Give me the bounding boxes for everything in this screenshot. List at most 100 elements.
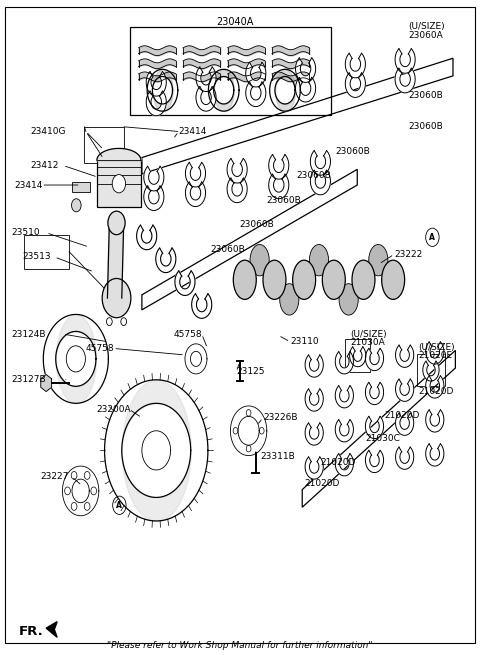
Polygon shape bbox=[269, 155, 289, 179]
Text: 23513: 23513 bbox=[22, 252, 51, 261]
Polygon shape bbox=[185, 182, 205, 206]
Text: 21020D: 21020D bbox=[305, 479, 340, 487]
Polygon shape bbox=[335, 352, 353, 374]
Text: 23510: 23510 bbox=[11, 228, 40, 237]
Polygon shape bbox=[246, 82, 266, 107]
Text: 23227: 23227 bbox=[40, 472, 68, 481]
Polygon shape bbox=[144, 186, 164, 210]
Ellipse shape bbox=[250, 244, 269, 276]
Polygon shape bbox=[365, 417, 384, 439]
Polygon shape bbox=[311, 170, 330, 195]
Text: FR.: FR. bbox=[19, 625, 44, 638]
Polygon shape bbox=[426, 410, 444, 432]
Circle shape bbox=[108, 211, 125, 234]
Polygon shape bbox=[246, 62, 266, 87]
Text: 45758: 45758 bbox=[86, 344, 115, 353]
Polygon shape bbox=[156, 248, 176, 272]
Ellipse shape bbox=[323, 260, 345, 299]
Text: 23060B: 23060B bbox=[210, 244, 245, 253]
Bar bbox=[345, 339, 370, 372]
Circle shape bbox=[112, 174, 126, 193]
Polygon shape bbox=[137, 225, 157, 250]
Polygon shape bbox=[365, 451, 384, 473]
Polygon shape bbox=[296, 77, 316, 102]
Text: 21020D: 21020D bbox=[418, 387, 454, 396]
Polygon shape bbox=[144, 166, 164, 191]
Text: 23125: 23125 bbox=[236, 367, 264, 377]
Polygon shape bbox=[146, 91, 166, 116]
Polygon shape bbox=[192, 294, 212, 318]
Polygon shape bbox=[196, 67, 216, 92]
Text: 21020D: 21020D bbox=[321, 458, 356, 467]
Polygon shape bbox=[108, 223, 124, 298]
Polygon shape bbox=[305, 457, 323, 479]
Polygon shape bbox=[196, 86, 216, 111]
Ellipse shape bbox=[339, 284, 358, 315]
Text: 23110: 23110 bbox=[290, 337, 319, 346]
Text: 21030C: 21030C bbox=[365, 434, 400, 443]
Ellipse shape bbox=[369, 244, 388, 276]
Polygon shape bbox=[365, 383, 384, 405]
Bar bbox=[24, 234, 69, 269]
Text: 23060A: 23060A bbox=[408, 31, 443, 41]
Polygon shape bbox=[349, 347, 366, 367]
Polygon shape bbox=[41, 375, 51, 392]
Polygon shape bbox=[335, 386, 353, 408]
Polygon shape bbox=[395, 68, 415, 93]
Text: 23410G: 23410G bbox=[30, 127, 66, 136]
Text: 23222: 23222 bbox=[394, 250, 422, 259]
Bar bbox=[130, 27, 331, 115]
Polygon shape bbox=[423, 361, 439, 381]
Text: A: A bbox=[430, 233, 435, 242]
Polygon shape bbox=[335, 454, 353, 476]
Bar bbox=[72, 181, 90, 192]
Polygon shape bbox=[396, 379, 414, 402]
Text: (U/SIZE): (U/SIZE) bbox=[418, 343, 455, 352]
Text: 23412: 23412 bbox=[30, 161, 59, 170]
Polygon shape bbox=[365, 348, 384, 371]
Polygon shape bbox=[227, 178, 247, 202]
Bar bbox=[417, 354, 445, 386]
Text: 23060B: 23060B bbox=[266, 196, 301, 204]
Circle shape bbox=[72, 198, 81, 212]
Text: 23124B: 23124B bbox=[11, 329, 46, 339]
Polygon shape bbox=[305, 355, 323, 377]
Text: 23060B: 23060B bbox=[408, 91, 443, 100]
Text: 23060B: 23060B bbox=[239, 219, 274, 229]
Text: 23060B: 23060B bbox=[336, 147, 371, 155]
Polygon shape bbox=[46, 622, 57, 637]
Polygon shape bbox=[395, 48, 415, 73]
Polygon shape bbox=[185, 162, 205, 187]
Ellipse shape bbox=[263, 260, 286, 299]
Polygon shape bbox=[345, 73, 365, 98]
Polygon shape bbox=[311, 151, 330, 175]
Bar bbox=[84, 127, 124, 163]
Circle shape bbox=[102, 278, 131, 318]
Polygon shape bbox=[426, 376, 444, 398]
Text: 23040A: 23040A bbox=[216, 16, 254, 27]
Polygon shape bbox=[305, 389, 323, 411]
Ellipse shape bbox=[233, 260, 256, 299]
Text: 23127B: 23127B bbox=[11, 375, 46, 384]
Text: 23060B: 23060B bbox=[408, 122, 443, 131]
Text: 21020D: 21020D bbox=[384, 411, 420, 421]
Text: 23200A: 23200A bbox=[96, 405, 131, 414]
Polygon shape bbox=[227, 159, 247, 183]
Ellipse shape bbox=[352, 260, 375, 299]
Polygon shape bbox=[396, 413, 414, 436]
Ellipse shape bbox=[280, 284, 299, 315]
Text: 45758: 45758 bbox=[174, 329, 203, 339]
Polygon shape bbox=[426, 342, 444, 364]
Polygon shape bbox=[396, 345, 414, 367]
Polygon shape bbox=[305, 423, 323, 445]
Polygon shape bbox=[146, 71, 166, 96]
Bar bbox=[97, 160, 141, 207]
Ellipse shape bbox=[293, 260, 316, 299]
Text: 23414: 23414 bbox=[179, 127, 207, 136]
Polygon shape bbox=[175, 271, 195, 295]
Text: 23226B: 23226B bbox=[263, 413, 298, 422]
Polygon shape bbox=[335, 420, 353, 442]
Text: 23060B: 23060B bbox=[297, 171, 331, 179]
Ellipse shape bbox=[382, 260, 405, 299]
Text: (U/SIZE): (U/SIZE) bbox=[350, 329, 387, 339]
